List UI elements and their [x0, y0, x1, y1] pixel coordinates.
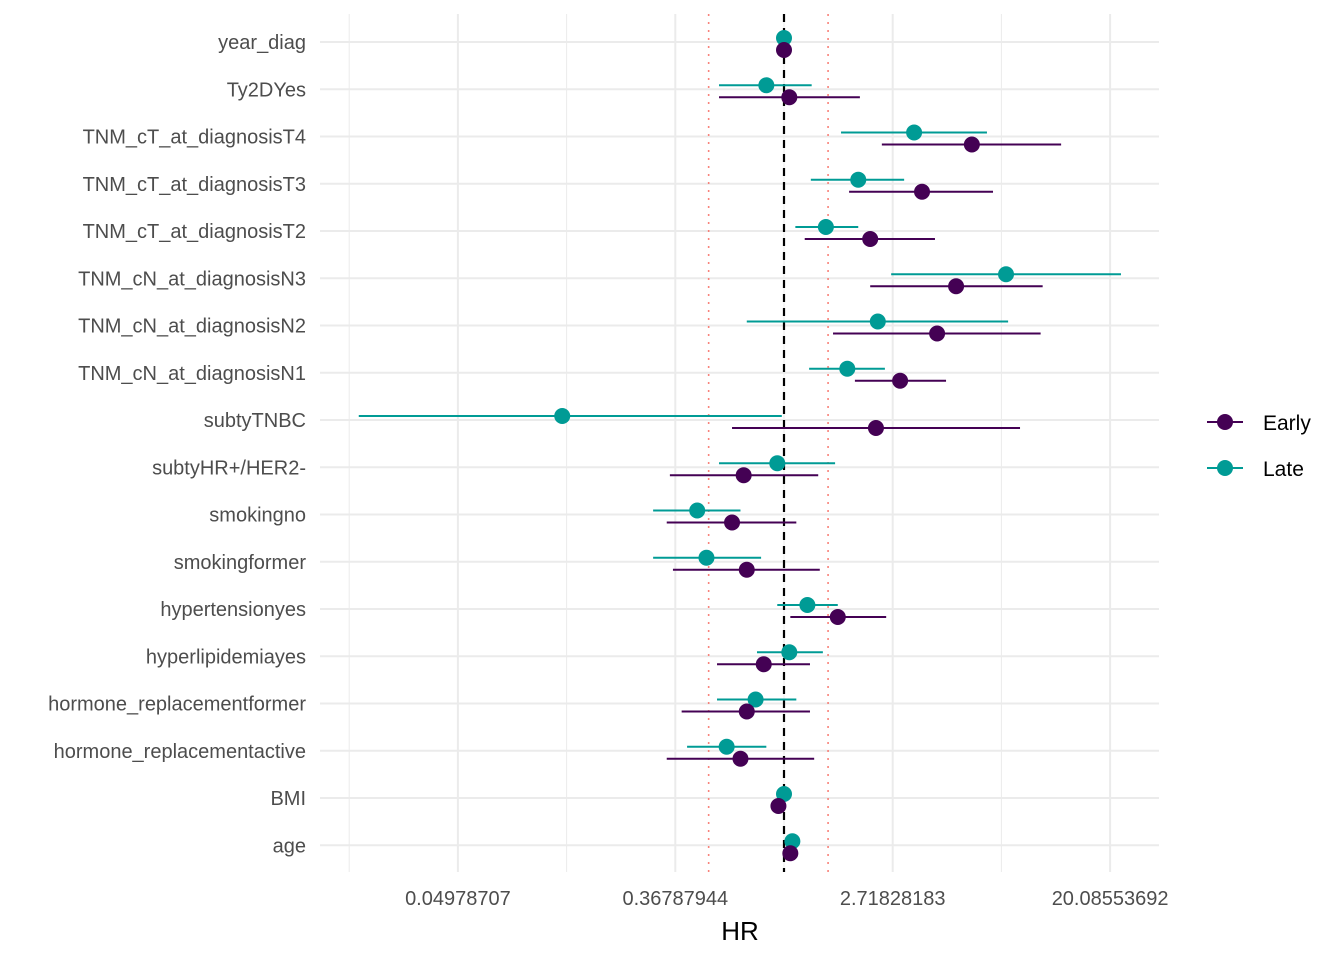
hr-point-late — [839, 360, 856, 377]
y-tick-label: TNM_cT_at_diagnosisT4 — [83, 127, 306, 149]
hr-point-early — [914, 183, 931, 200]
y-tick-label: TNM_cT_at_diagnosisT2 — [83, 221, 306, 243]
hr-point-early — [770, 798, 787, 814]
legend-label: Late — [1263, 458, 1304, 481]
legend: Early Late — [1207, 412, 1311, 481]
hr-point-late — [799, 597, 816, 613]
confidence-intervals — [358, 84, 1121, 760]
y-tick-label: year_diag — [218, 32, 306, 54]
y-tick-label: Ty2DYes — [227, 79, 306, 101]
grid-lines — [320, 14, 1159, 872]
hr-point-late — [554, 408, 571, 424]
hr-point-late — [784, 833, 801, 850]
hr-point-late — [776, 30, 792, 46]
y-tick-label: BMI — [270, 788, 306, 810]
hr-point-early — [892, 372, 909, 389]
hr-point-late — [998, 266, 1015, 283]
hr-point-early — [776, 42, 792, 58]
y-tick-label: hyperlipidemiayes — [146, 646, 306, 668]
y-tick-label: hypertensionyes — [160, 599, 306, 621]
hazard-ratio-points — [554, 30, 1015, 862]
hr-point-early — [738, 561, 755, 578]
hr-point-late — [781, 644, 798, 661]
legend-label: Early — [1263, 412, 1311, 435]
hr-point-early — [732, 750, 749, 767]
y-tick-label: hormone_replacementformer — [48, 694, 306, 716]
hr-point-late — [906, 124, 923, 141]
y-tick-label: TNM_cN_at_diagnosisN2 — [78, 316, 306, 338]
hr-point-late — [689, 502, 706, 519]
hr-point-early — [862, 231, 879, 247]
hr-point-late — [718, 738, 735, 755]
legend-key-point — [1217, 414, 1233, 430]
hr-point-early — [738, 703, 755, 720]
hr-point-late — [850, 171, 867, 188]
y-tick-label: hormone_replacementactive — [54, 741, 306, 763]
hr-point-early — [963, 136, 980, 153]
hr-point-early — [735, 467, 752, 484]
hr-point-early — [929, 325, 946, 342]
y-axis-labels: year_diag Ty2DYes TNM_cT_at_diagnosisT4 TNM… — [48, 32, 306, 857]
hr-point-late — [869, 313, 886, 330]
hr-point-early — [724, 514, 741, 531]
y-tick-label: TNM_cN_at_diagnosisN1 — [78, 363, 306, 385]
y-tick-label: subtyHR+/HER2- — [152, 457, 306, 479]
hr-point-late — [817, 219, 834, 235]
x-tick-label: 20.08553692 — [1052, 888, 1169, 910]
x-tick-label: 0.36787944 — [622, 888, 728, 910]
hr-point-early — [867, 420, 884, 436]
hr-point-early — [948, 278, 965, 295]
y-tick-label: TNM_cN_at_diagnosisN3 — [78, 268, 306, 290]
legend-key-point — [1217, 460, 1233, 476]
hr-point-late — [776, 786, 792, 802]
y-tick-label: smokingformer — [174, 552, 307, 574]
y-tick-label: smokingno — [209, 505, 306, 527]
hr-point-early — [755, 656, 772, 673]
hr-point-early — [829, 609, 846, 625]
hr-point-early — [782, 845, 799, 862]
x-axis-tick-labels: 0.04978707 0.36787944 2.71828183 20.0855369… — [405, 888, 1168, 910]
hr-point-late — [747, 691, 764, 708]
y-tick-label: subtyTNBC — [204, 410, 306, 432]
hr-point-late — [698, 549, 715, 566]
x-tick-label: 0.04978707 — [405, 888, 511, 910]
hr-point-late — [758, 77, 775, 94]
hr-point-late — [769, 455, 786, 472]
x-tick-label: 2.71828183 — [840, 888, 946, 910]
reference-lines — [707, 14, 829, 872]
y-tick-label: TNM_cT_at_diagnosisT3 — [83, 174, 306, 196]
x-axis-title: HR — [721, 916, 759, 946]
hr-point-early — [781, 89, 798, 106]
y-tick-label: age — [273, 835, 306, 857]
